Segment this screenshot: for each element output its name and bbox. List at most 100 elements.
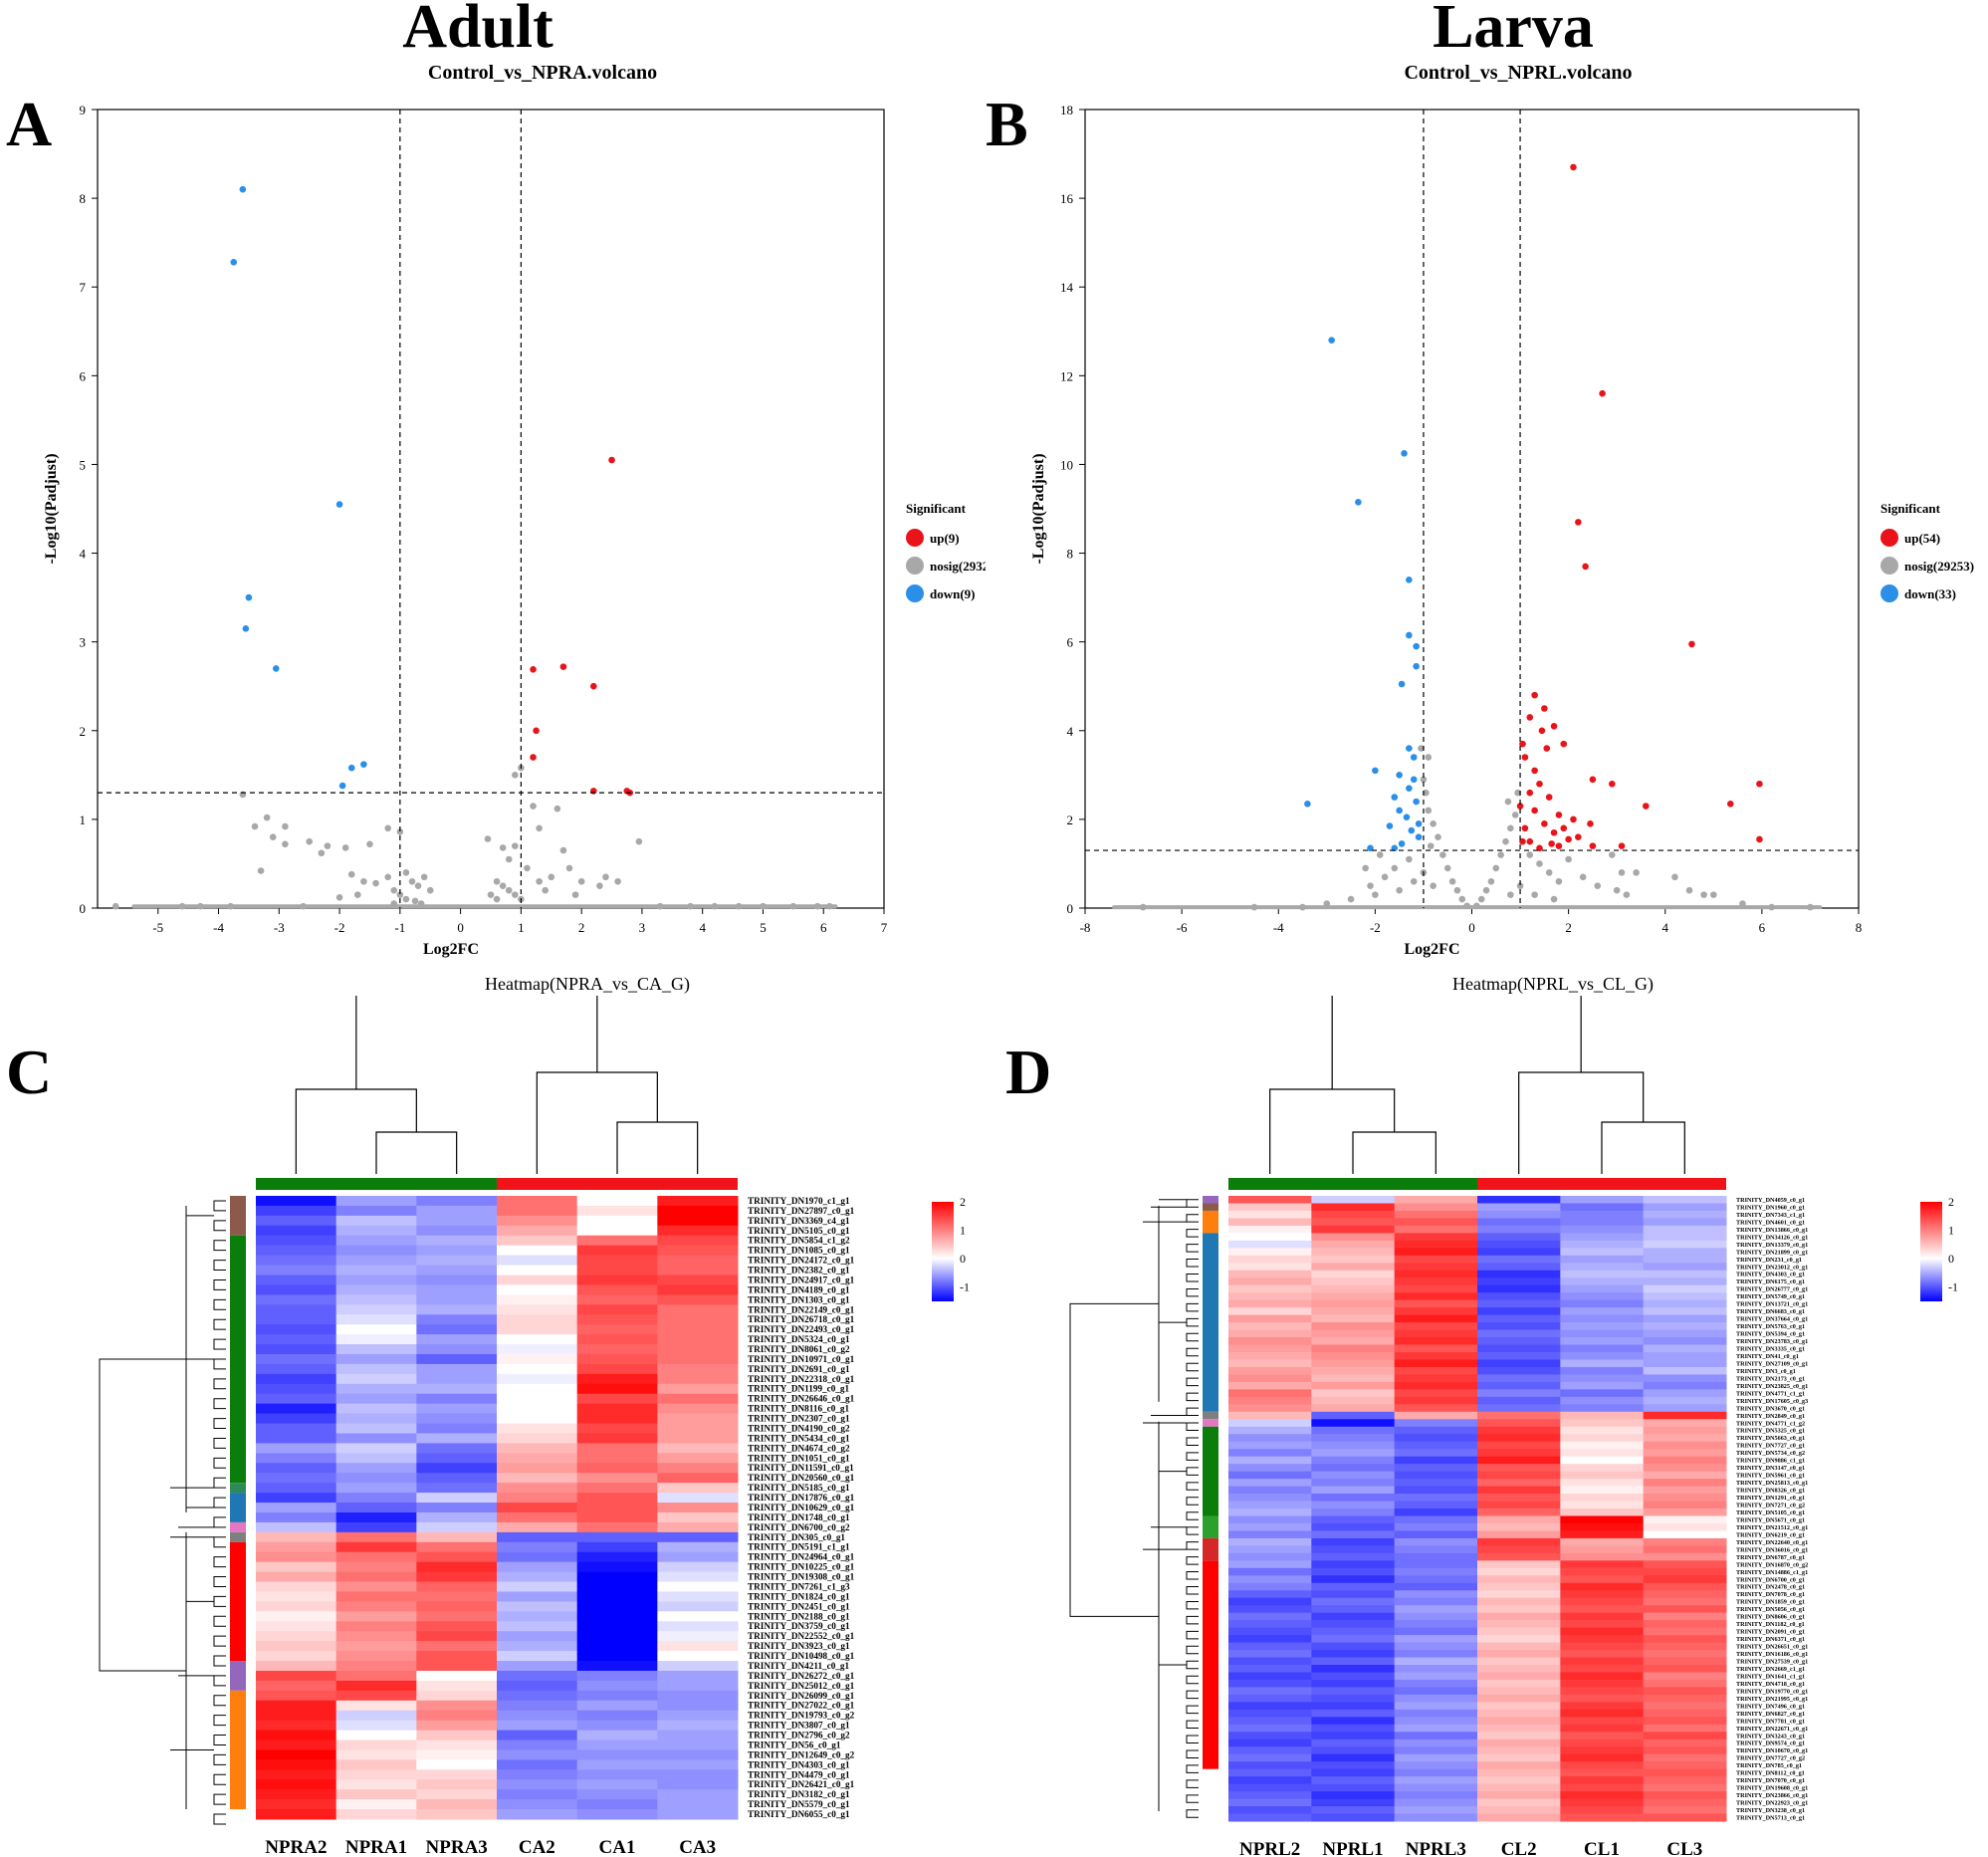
heatmap-cell [416, 1759, 498, 1770]
heatmap-cell [1311, 1687, 1396, 1696]
heatmap-cell [1311, 1783, 1396, 1792]
heatmap-cell [1311, 1479, 1396, 1488]
row-label: TRINITY_DN37664_c0_g1 [1736, 1316, 1808, 1323]
row-label: TRINITY_DN5056_c0_g1 [1736, 1606, 1805, 1613]
heatmap-cell [256, 1789, 337, 1800]
row-label: TRINITY_DN3670_c0_g1 [1736, 1405, 1805, 1412]
colorbar-tick-label: -1 [1948, 1280, 1958, 1294]
heatmap-cell [256, 1215, 337, 1227]
heatmap-cell [1643, 1464, 1727, 1473]
row-label: TRINITY_DN2382_c0_g1 [748, 1266, 850, 1276]
heatmap-cell [1643, 1567, 1727, 1576]
row-label: TRINITY_DN19793_c0_g2 [748, 1711, 855, 1721]
down-point [1408, 826, 1416, 834]
heatmap-cell [256, 1809, 337, 1820]
heatmap-cell [1311, 1806, 1396, 1815]
heatmap-cell [576, 1363, 658, 1375]
x-tick-label: 6 [1759, 920, 1766, 935]
dendrogram-link [1186, 1362, 1199, 1372]
row-label: TRINITY_DN7496_c0_g1 [1736, 1703, 1805, 1710]
heatmap-cell [416, 1541, 498, 1553]
heatmap-cell [1477, 1575, 1561, 1584]
nosig-point [411, 897, 419, 905]
heatmap-cell [1311, 1530, 1396, 1539]
heatmap-cell [416, 1651, 498, 1662]
heatmap-cell [335, 1483, 417, 1494]
up-point [1536, 780, 1543, 788]
row-label: TRINITY_DN1199_c0_g1 [748, 1384, 849, 1394]
nosig-point [536, 824, 543, 832]
heatmap-cell [1643, 1650, 1727, 1659]
row-label: TRINITY_DN23783_c0_g1 [1736, 1338, 1808, 1345]
heatmap-cell [1477, 1813, 1561, 1822]
heatmap-cell [256, 1749, 337, 1760]
row-label: TRINITY_DN8326_c0_g1 [1736, 1488, 1805, 1495]
heatmap-cell [1311, 1307, 1396, 1316]
up-point [1570, 815, 1577, 823]
nosig-point [1458, 895, 1466, 903]
heatmap-cell [1477, 1419, 1561, 1428]
heatmap-cell [1394, 1270, 1478, 1278]
heatmap-c-title: Heatmap(NPRA_vs_CA_G) [485, 974, 690, 994]
heatmap-cell [416, 1799, 498, 1810]
heatmap-cell [1560, 1768, 1645, 1777]
heatmap-cell [1560, 1702, 1645, 1711]
heatmap-cell [657, 1651, 739, 1662]
panel-label-b: B [986, 89, 1028, 159]
heatmap-cell [256, 1235, 337, 1247]
y-tick-label: 4 [1067, 724, 1074, 739]
heatmap-cell [1477, 1441, 1561, 1450]
heatmap-cell [1228, 1494, 1312, 1503]
heatmap-cell [576, 1403, 658, 1415]
heatmap-cell [1394, 1522, 1478, 1531]
heatmap-cell [497, 1363, 578, 1375]
heatmap-cell [1477, 1597, 1561, 1606]
nosig-point [408, 877, 416, 885]
row-label: TRINITY_DN8116_c0_g1 [748, 1404, 849, 1414]
legend-entry: down(33) [1904, 586, 1956, 601]
down-point [1401, 450, 1408, 457]
heatmap-cell [416, 1710, 498, 1722]
up-point [1526, 837, 1534, 845]
heatmap-cell [576, 1581, 658, 1592]
nosig-point [1545, 869, 1553, 876]
heatmap-cell [1394, 1746, 1478, 1755]
heatmap-cell [497, 1314, 578, 1325]
nosig-point [1507, 824, 1514, 832]
heatmap-cell [1643, 1552, 1727, 1561]
heatmap-cell [1477, 1732, 1561, 1741]
heatmap-cell [1228, 1665, 1312, 1673]
heatmap-cell [1394, 1582, 1478, 1591]
heatmap-cell [657, 1571, 739, 1583]
heatmap-cell [657, 1779, 739, 1790]
heatmap-cell [576, 1215, 658, 1227]
heatmap-cell [1560, 1196, 1645, 1204]
heatmap-cell [657, 1284, 739, 1295]
heatmap-cell [416, 1730, 498, 1741]
heatmap-cell [657, 1690, 739, 1702]
heatmap-cell [576, 1423, 658, 1434]
heatmap-cell [1311, 1761, 1396, 1770]
heatmap-cell [497, 1551, 578, 1563]
column-label: CL2 [1501, 1839, 1537, 1857]
dendrogram-link [213, 1398, 226, 1410]
heatmap-cell [497, 1621, 578, 1632]
heatmap-cell [256, 1324, 337, 1335]
dendrogram-link [213, 1457, 226, 1469]
heatmap-cell [335, 1799, 417, 1810]
heatmap-cell [1394, 1352, 1478, 1360]
heatmap-cell [335, 1225, 417, 1237]
heatmap-cell [576, 1205, 658, 1217]
heatmap-cell [1394, 1590, 1478, 1599]
row-label: TRINITY_DN24917_c0_g1 [748, 1275, 855, 1284]
heatmap-cell [1394, 1233, 1478, 1242]
heatmap-cell [1477, 1522, 1561, 1531]
heatmap-cell [256, 1799, 337, 1810]
heatmap-cell [1311, 1233, 1396, 1242]
heatmap-cell [1477, 1248, 1561, 1257]
down-point [1398, 680, 1406, 688]
row-label: TRINITY_DN26099_c0_g1 [748, 1691, 855, 1701]
heatmap-cell [576, 1720, 658, 1732]
heatmap-cell [1560, 1255, 1645, 1264]
heatmap-cell [1311, 1396, 1396, 1405]
